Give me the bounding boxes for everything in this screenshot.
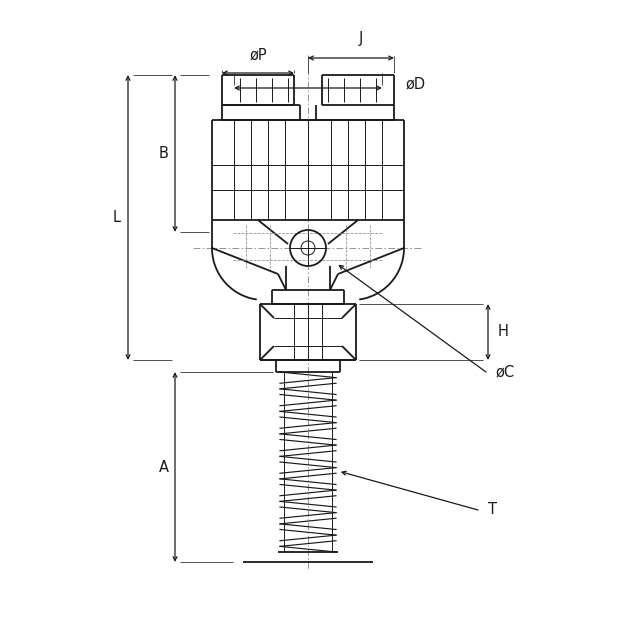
Text: øP: øP — [249, 48, 267, 63]
Text: H: H — [498, 324, 509, 340]
Text: T: T — [488, 502, 497, 518]
Text: øD: øD — [406, 76, 426, 92]
Text: B: B — [159, 146, 169, 161]
Text: J: J — [359, 31, 363, 46]
Text: øC: øC — [496, 365, 515, 379]
Text: A: A — [159, 459, 169, 474]
Text: L: L — [113, 210, 121, 225]
